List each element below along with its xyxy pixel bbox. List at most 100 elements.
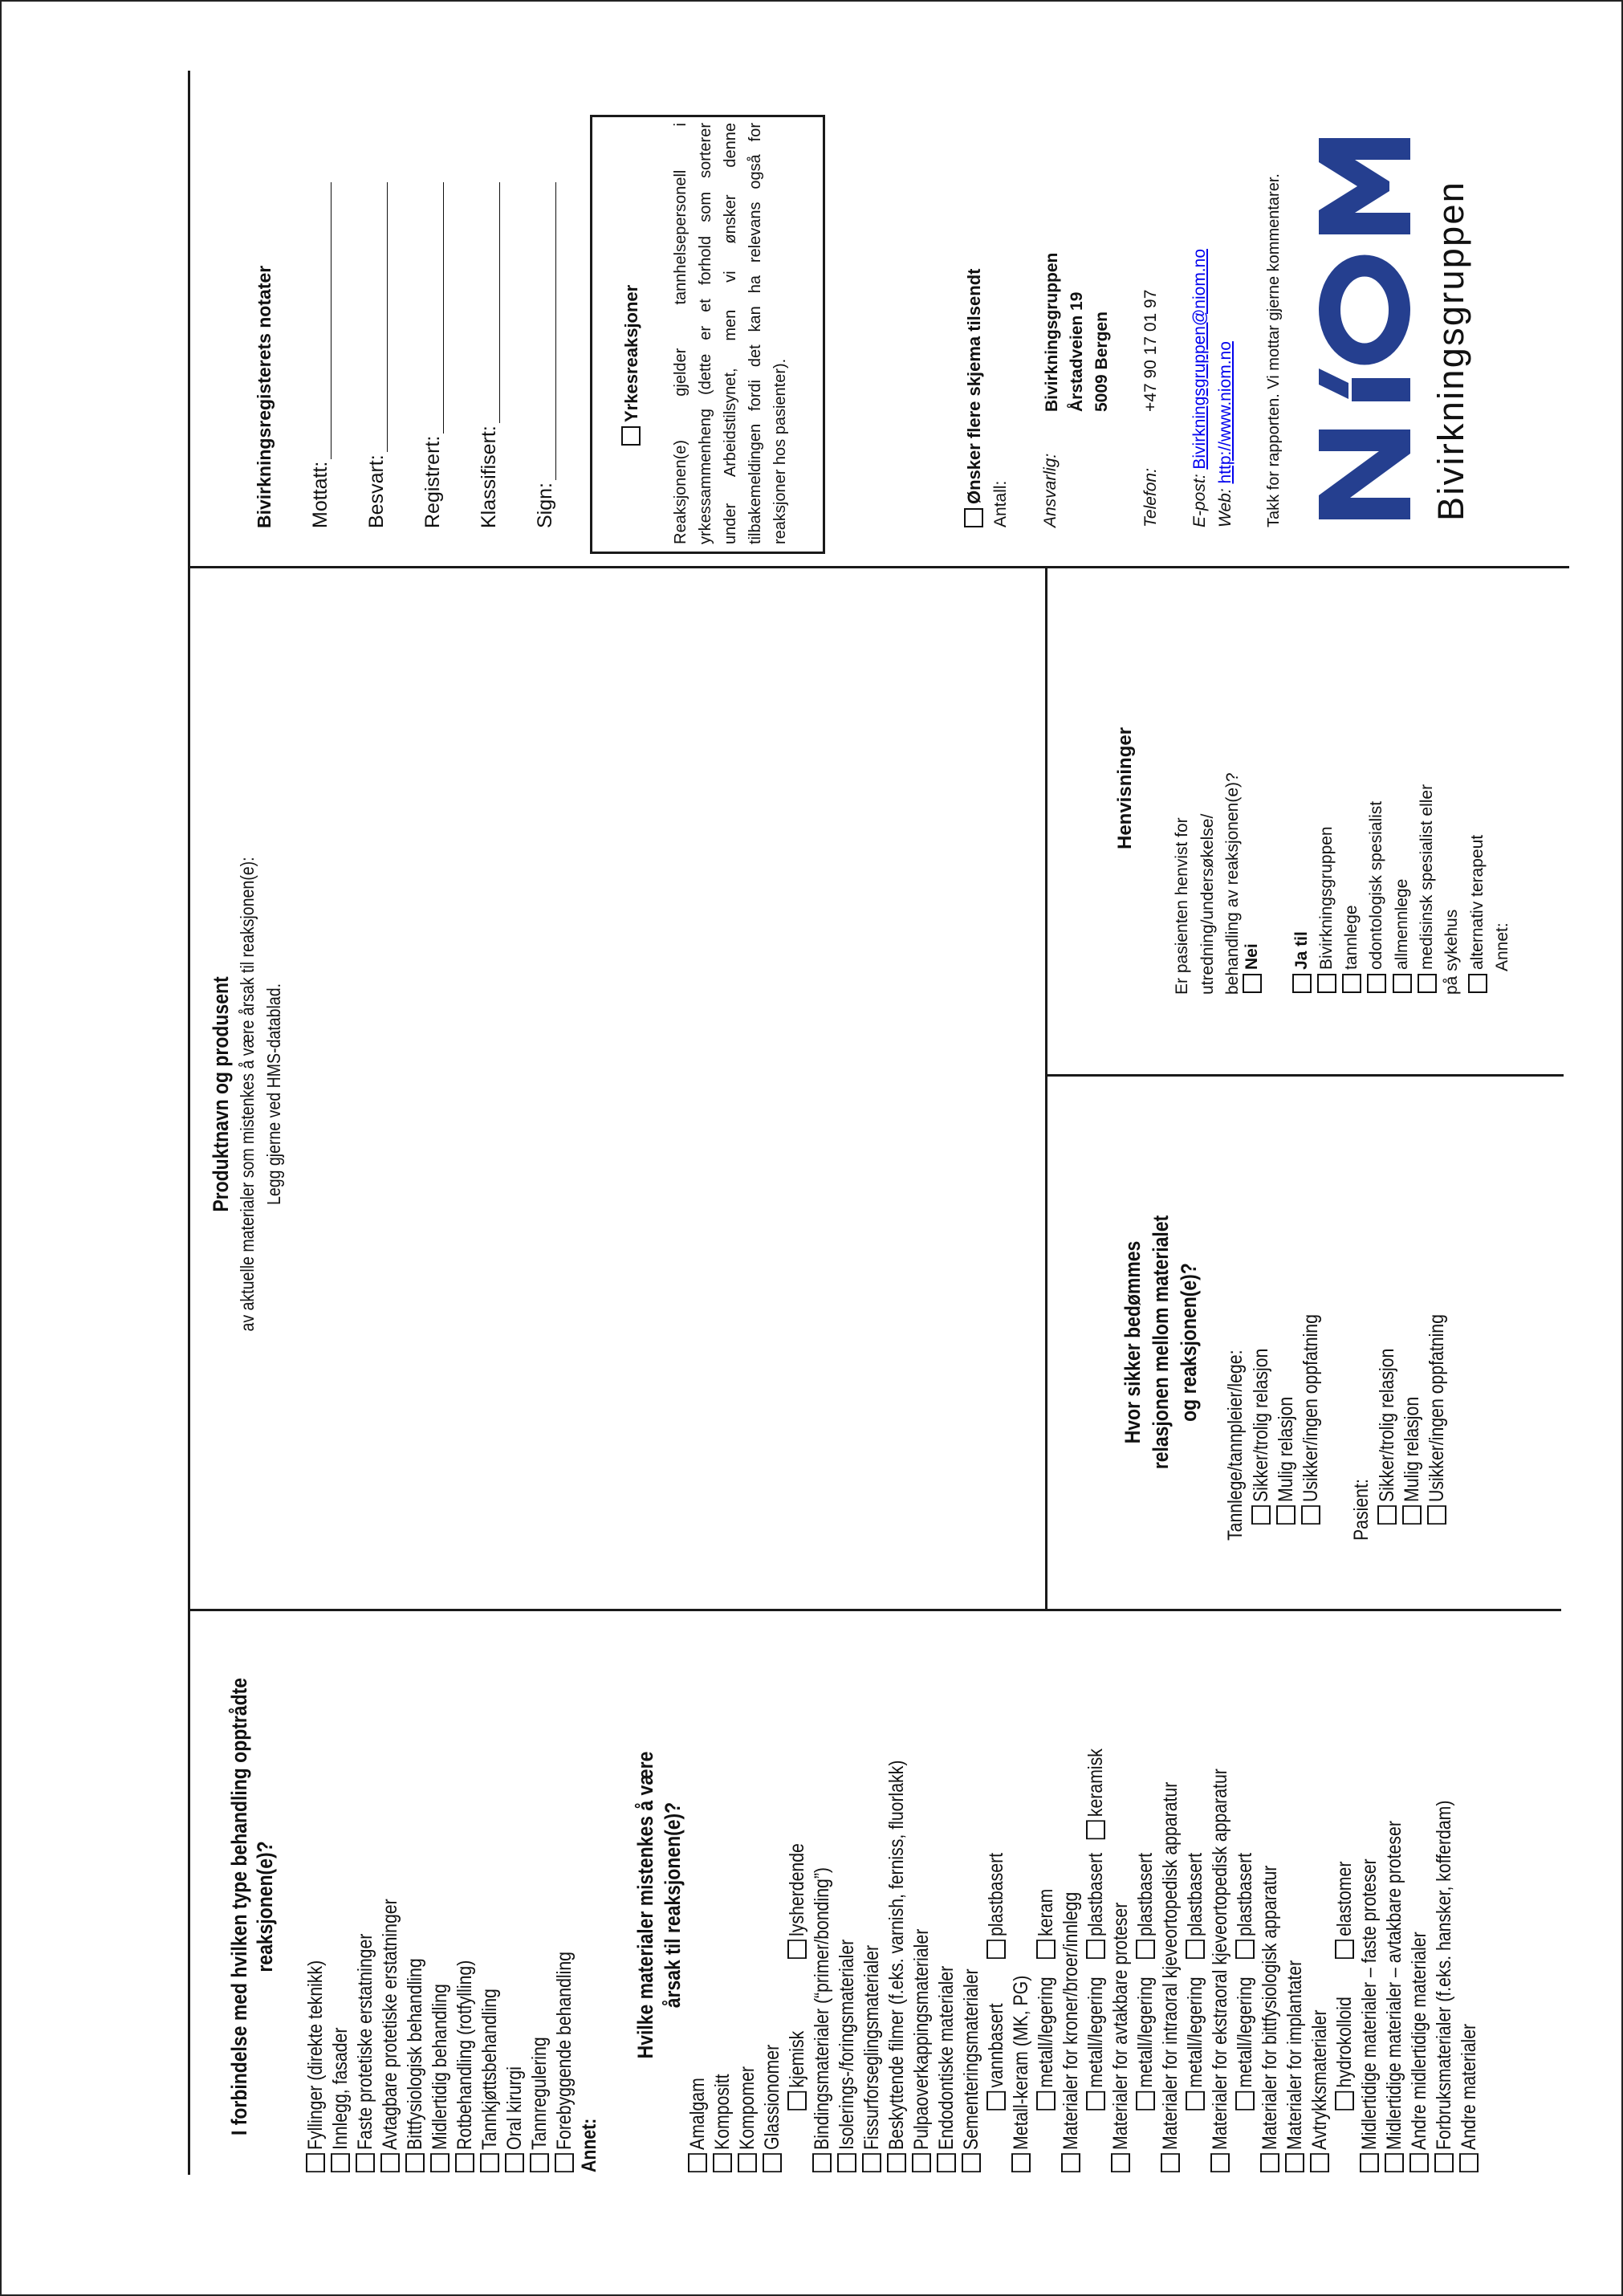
referral-option[interactable]: odontologisk spesialist — [1367, 801, 1387, 993]
material-option[interactable]: Materialer for implantater — [1283, 1960, 1306, 2172]
patient-certainty-option[interactable]: Usikker/ingen oppfatning — [1426, 1314, 1448, 1525]
material-option[interactable]: Materialer for kroner/broer/innlegg — [1060, 1892, 1082, 2172]
dentist-certainty-option[interactable]: Sikker/trolig relasjon — [1250, 1349, 1272, 1525]
occupational-option[interactable]: Yrkesreaksjoner — [621, 285, 642, 446]
checkbox[interactable] — [862, 2153, 881, 2172]
dentist-certainty-option[interactable]: Usikker/ingen oppfatning — [1300, 1314, 1322, 1525]
field-input-line[interactable] — [424, 182, 444, 434]
material-suboption[interactable]: keram — [1035, 1889, 1057, 1959]
material-option[interactable]: Andre materialer — [1458, 2024, 1480, 2172]
material-option[interactable]: Kompositt — [711, 2074, 734, 2172]
material-option[interactable]: Materialer for intraoral kjeveortopedisk… — [1159, 1782, 1182, 2172]
material-option[interactable]: Bindingsmaterialer (“primer/bonding”) — [811, 1867, 833, 2172]
checkbox[interactable] — [787, 2090, 807, 2111]
checkbox[interactable] — [1161, 2153, 1180, 2172]
checkbox[interactable] — [1061, 2153, 1080, 2172]
checkbox[interactable] — [1301, 1505, 1320, 1525]
checkbox[interactable] — [1292, 974, 1312, 993]
checkbox[interactable] — [530, 2153, 549, 2172]
checkbox[interactable] — [1392, 974, 1412, 993]
treatment-option[interactable]: Innlegg, fasader — [329, 2028, 352, 2172]
checkbox[interactable] — [1285, 2153, 1304, 2172]
checkbox[interactable] — [1235, 1940, 1255, 1959]
material-option[interactable]: Pulpaoverkappingsmaterialer — [910, 1929, 933, 2172]
material-suboption[interactable]: metall/legering — [1134, 1976, 1157, 2111]
checkbox[interactable] — [1417, 974, 1437, 993]
checkbox[interactable] — [738, 2153, 757, 2172]
checkbox[interactable] — [912, 2153, 931, 2172]
checkbox[interactable] — [1335, 1940, 1354, 1959]
material-suboption[interactable]: plastbasert — [1134, 1853, 1157, 1959]
material-suboption[interactable]: elastomer — [1333, 1862, 1356, 1959]
material-suboption[interactable]: metall/legering — [1234, 1976, 1256, 2111]
checkbox[interactable] — [713, 2153, 732, 2172]
checkbox[interactable] — [1210, 2153, 1230, 2172]
material-suboption[interactable]: vannbasert — [985, 2003, 1007, 2111]
dentist-certainty-option[interactable]: Mulig relasjon — [1275, 1397, 1297, 1525]
referral-no-option[interactable]: Nei — [1243, 943, 1262, 993]
treatment-option[interactable]: Fyllinger (direkte teknikk) — [304, 1960, 327, 2172]
referral-option[interactable]: tannlege — [1342, 905, 1362, 993]
checkbox[interactable] — [356, 2153, 375, 2172]
material-suboption[interactable]: kjemisk — [786, 2031, 808, 2111]
checkbox[interactable] — [986, 2090, 1006, 2111]
checkbox[interactable] — [1335, 2090, 1354, 2111]
more-forms-option[interactable]: Ønsker flere skjema tilsendt — [964, 269, 985, 527]
checkbox[interactable] — [1427, 1505, 1446, 1525]
field-input-line[interactable] — [536, 182, 556, 481]
checkbox[interactable] — [1251, 1505, 1271, 1525]
checkbox[interactable] — [837, 2153, 856, 2172]
checkbox[interactable] — [621, 426, 641, 446]
checkbox[interactable] — [430, 2153, 449, 2172]
material-suboption[interactable]: plastbasert — [1234, 1853, 1256, 1959]
checkbox[interactable] — [1260, 2153, 1279, 2172]
material-option[interactable]: Materialer for bittfysiologisk apparatur — [1259, 1866, 1281, 2172]
material-option[interactable]: Amalgam — [686, 2078, 709, 2172]
email-link[interactable]: Bivirkningsgruppen@niom.no — [1190, 248, 1209, 470]
checkbox[interactable] — [480, 2153, 499, 2172]
material-option[interactable]: Avtrykksmaterialer — [1308, 2010, 1331, 2172]
checkbox[interactable] — [306, 2153, 325, 2172]
checkbox[interactable] — [405, 2153, 425, 2172]
checkbox[interactable] — [1409, 2153, 1429, 2172]
checkbox[interactable] — [1186, 2090, 1205, 2111]
referral-option[interactable]: allmennlege — [1392, 879, 1412, 993]
treatment-option[interactable]: Faste protetiske erstatninger — [354, 1934, 376, 2172]
checkbox[interactable] — [1342, 974, 1362, 993]
field-input-line[interactable] — [311, 182, 332, 459]
checkbox[interactable] — [505, 2153, 524, 2172]
material-suboption[interactable]: metall/legering — [1035, 1976, 1057, 2111]
referral-option[interactable]: medisinsk spesialist eller — [1417, 784, 1437, 993]
checkbox[interactable] — [688, 2153, 707, 2172]
checkbox[interactable] — [787, 1940, 807, 1959]
treatment-option[interactable]: Forebyggende behandling — [553, 1952, 576, 2172]
checkbox[interactable] — [1235, 2090, 1255, 2111]
material-suboption[interactable]: plastbasert — [985, 1853, 1007, 1959]
material-suboption[interactable]: hydrokolloid — [1333, 1997, 1356, 2111]
checkbox[interactable] — [1276, 1505, 1296, 1525]
material-option[interactable]: Fissurforseglingsmaterialer — [860, 1945, 883, 2172]
checkbox[interactable] — [1468, 974, 1487, 993]
material-suboption[interactable]: metall/legering — [1084, 1976, 1107, 2111]
material-option[interactable]: Andre midlertidige materialer — [1408, 1932, 1430, 2172]
checkbox[interactable] — [455, 2153, 474, 2172]
checkbox[interactable] — [555, 2153, 574, 2172]
material-option[interactable]: Midlertidige materialer – faste proteser — [1358, 1858, 1381, 2172]
treatment-option[interactable]: Oral kirurgi — [503, 2066, 526, 2172]
material-option[interactable]: Kompomer — [736, 2066, 759, 2172]
checkbox[interactable] — [1111, 2153, 1130, 2172]
field-input-line[interactable] — [480, 182, 500, 424]
checkbox[interactable] — [1186, 1940, 1205, 1959]
material-suboption[interactable]: plastbasert — [1184, 1853, 1206, 1959]
checkbox[interactable] — [1367, 974, 1387, 993]
material-option[interactable]: Isolerings-/foringsmaterialer — [836, 1940, 858, 2172]
checkbox[interactable] — [1136, 1940, 1155, 1959]
treatment-option[interactable]: Midlertidig behandling — [429, 1984, 451, 2172]
material-suboption[interactable]: keramisk — [1084, 1748, 1107, 1840]
checkbox[interactable] — [380, 2153, 400, 2172]
treatment-option[interactable]: Tannkjøttsbehandling — [478, 1989, 501, 2172]
checkbox[interactable] — [331, 2153, 350, 2172]
checkbox[interactable] — [812, 2153, 832, 2172]
checkbox[interactable] — [1086, 1820, 1105, 1840]
material-option[interactable]: Forbruksmaterialer (f.eks. hansker, koff… — [1433, 1801, 1455, 2172]
